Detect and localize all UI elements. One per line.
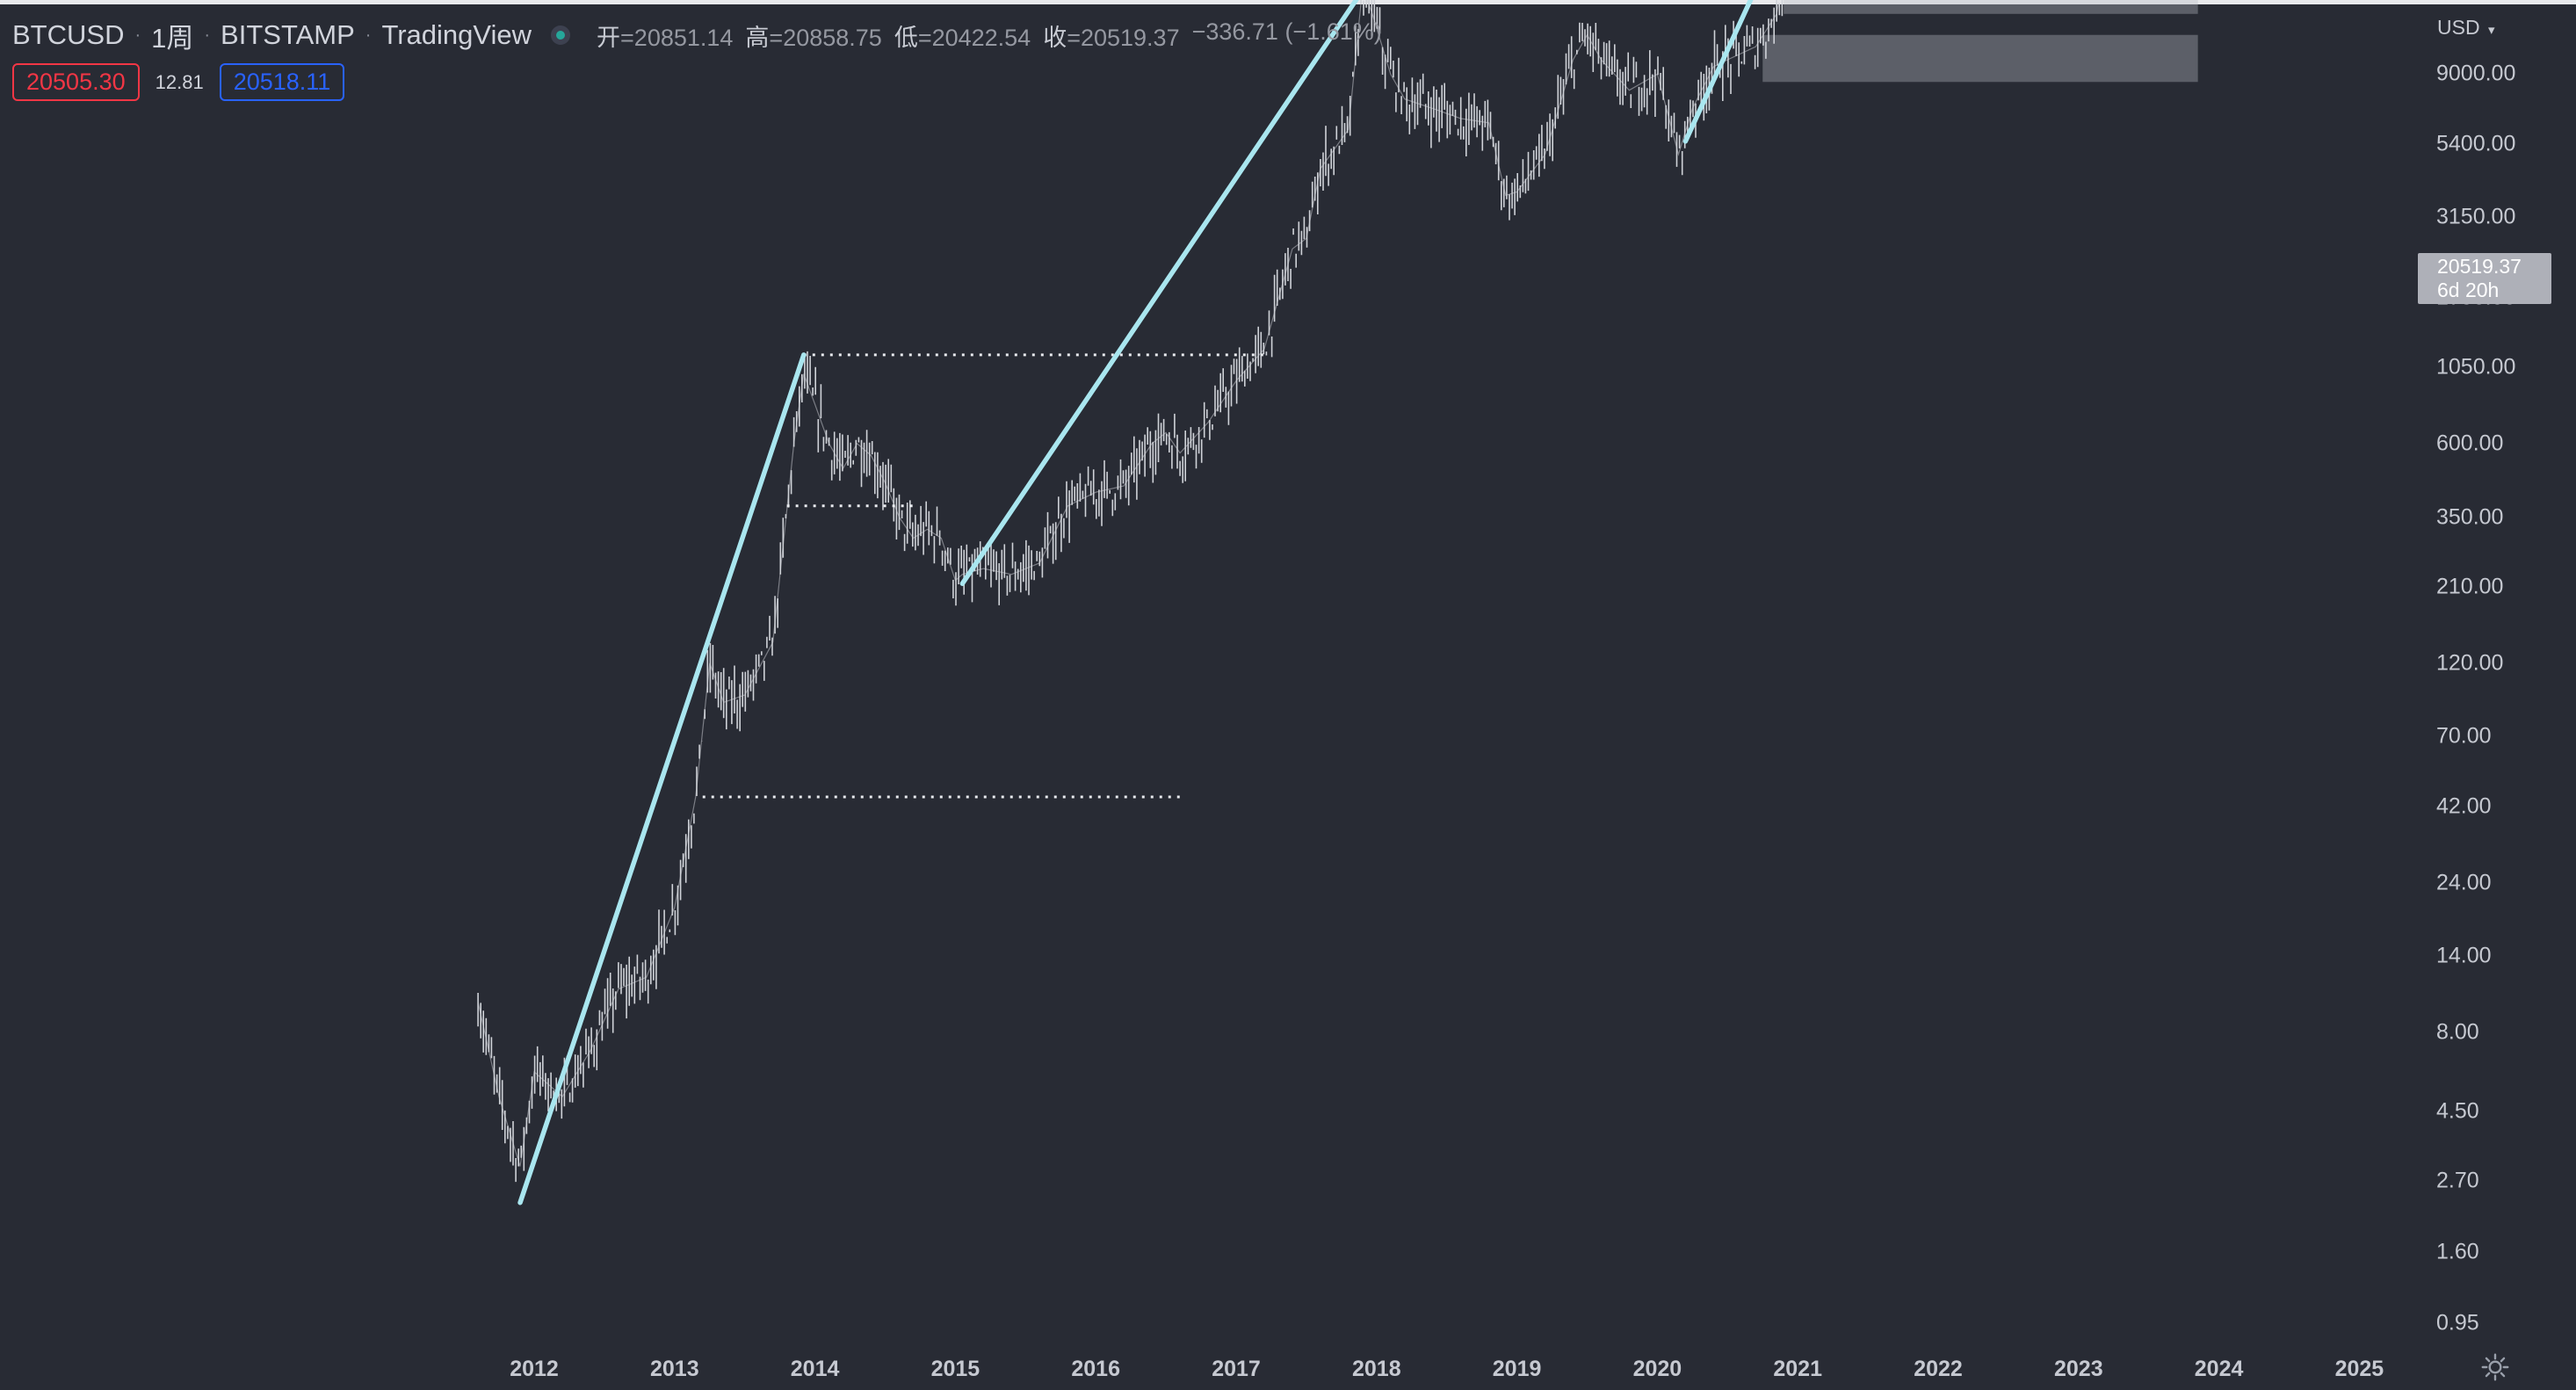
price-tick-label: 14.00 — [2436, 943, 2492, 968]
price-tick-label: 210.00 — [2436, 574, 2504, 599]
time-tick-label: 2019 — [1492, 1357, 1542, 1381]
price-candles — [477, 0, 1784, 1183]
price-tick-label: 5400.00 — [2436, 131, 2516, 156]
window-top-border — [0, 0, 2576, 4]
separator: · — [365, 25, 372, 45]
ohlc-open: 开=20851.14 — [597, 24, 734, 51]
time-tick-label: 2024 — [2194, 1357, 2244, 1381]
current-price-tag: 20519.37 6d 20h — [2418, 253, 2551, 304]
support-zone — [1762, 34, 2198, 83]
ohlc-close: 收=20519.37 — [1043, 24, 1180, 51]
trendline — [959, 0, 1359, 586]
price-tick-label: 2.70 — [2436, 1168, 2479, 1193]
time-tick-label: 2017 — [1212, 1357, 1261, 1381]
quote-row: 20505.30 12.81 20518.11 — [12, 63, 345, 101]
provider-label: TradingView — [381, 19, 532, 50]
time-tick-label: 2023 — [2053, 1357, 2103, 1381]
gear-icon[interactable] — [2479, 1351, 2511, 1383]
ohlc-low: 低=20422.54 — [894, 24, 1031, 51]
support-zone — [1784, 0, 2198, 14]
price-axis[interactable]: 140000.0080000.0048000.0028000.009000.00… — [2407, 0, 2576, 1390]
time-tick-label: 2013 — [649, 1357, 699, 1381]
price-series — [477, 0, 1784, 1183]
time-tick-label: 2012 — [510, 1357, 559, 1381]
ohlc-change: −336.71 (−1.61%) — [1191, 18, 1382, 45]
time-tick-label: 2018 — [1351, 1357, 1401, 1381]
time-tick-label: 2022 — [1914, 1357, 1963, 1381]
price-tick-label: 70.00 — [2436, 723, 2492, 749]
price-tick-label: 1050.00 — [2436, 354, 2516, 380]
time-tick-label: 2021 — [1773, 1357, 1822, 1381]
currency-label: USD — [2437, 16, 2480, 39]
zones-layer — [1762, 0, 2198, 83]
chevron-down-icon: ▾ — [2487, 23, 2495, 38]
trendline — [517, 352, 807, 1205]
buy-price-button[interactable]: 20518.11 — [219, 63, 345, 101]
time-tick-label: 2015 — [930, 1357, 980, 1381]
market-open-dot-icon — [551, 25, 571, 45]
time-tick-label: 2014 — [790, 1357, 840, 1381]
price-tick-label: 120.00 — [2436, 650, 2504, 676]
time-tick-label: 2025 — [2334, 1357, 2384, 1381]
price-tick-label: 1.60 — [2436, 1239, 2479, 1264]
price-tick-label: 0.95 — [2436, 1310, 2479, 1336]
exchange-label: BITSTAMP — [221, 19, 355, 50]
price-tick-label: 4.50 — [2436, 1098, 2479, 1123]
price-line — [477, 0, 1780, 1167]
separator: · — [204, 25, 211, 45]
symbol-header: BTCUSD · 1周 · BITSTAMP · TradingView 开=2… — [12, 16, 1382, 54]
time-tick-label: 2016 — [1071, 1357, 1120, 1381]
current-price-value: 20519.37 — [2437, 255, 2522, 278]
bar-countdown: 6d 20h — [2437, 279, 2500, 301]
trendline — [1682, 0, 1754, 144]
interval-label[interactable]: 1周 — [151, 22, 194, 54]
currency-selector[interactable]: USD ▾ — [2437, 16, 2494, 40]
price-tick-label: 3150.00 — [2436, 204, 2516, 229]
spread-value: 12.81 — [155, 70, 204, 93]
ohlc-values: 开=20851.14 高=20858.75 低=20422.54 收=20519… — [597, 18, 1382, 53]
trendlines-layer — [517, 0, 1754, 1205]
ohlc-high: 高=20858.75 — [745, 24, 882, 51]
separator: · — [134, 25, 141, 45]
price-tick-label: 8.00 — [2436, 1019, 2479, 1045]
price-tick-label: 24.00 — [2436, 870, 2492, 895]
sell-price-button[interactable]: 20505.30 — [12, 63, 140, 101]
symbol-name[interactable]: BTCUSD — [12, 19, 125, 50]
dotted-levels-layer — [702, 353, 1268, 799]
time-tick-label: 2020 — [1632, 1357, 1682, 1381]
price-tick-label: 9000.00 — [2436, 61, 2516, 86]
price-tick-label: 600.00 — [2436, 431, 2504, 456]
price-tick-label: 42.00 — [2436, 793, 2492, 819]
price-tick-label: 350.00 — [2436, 504, 2504, 530]
